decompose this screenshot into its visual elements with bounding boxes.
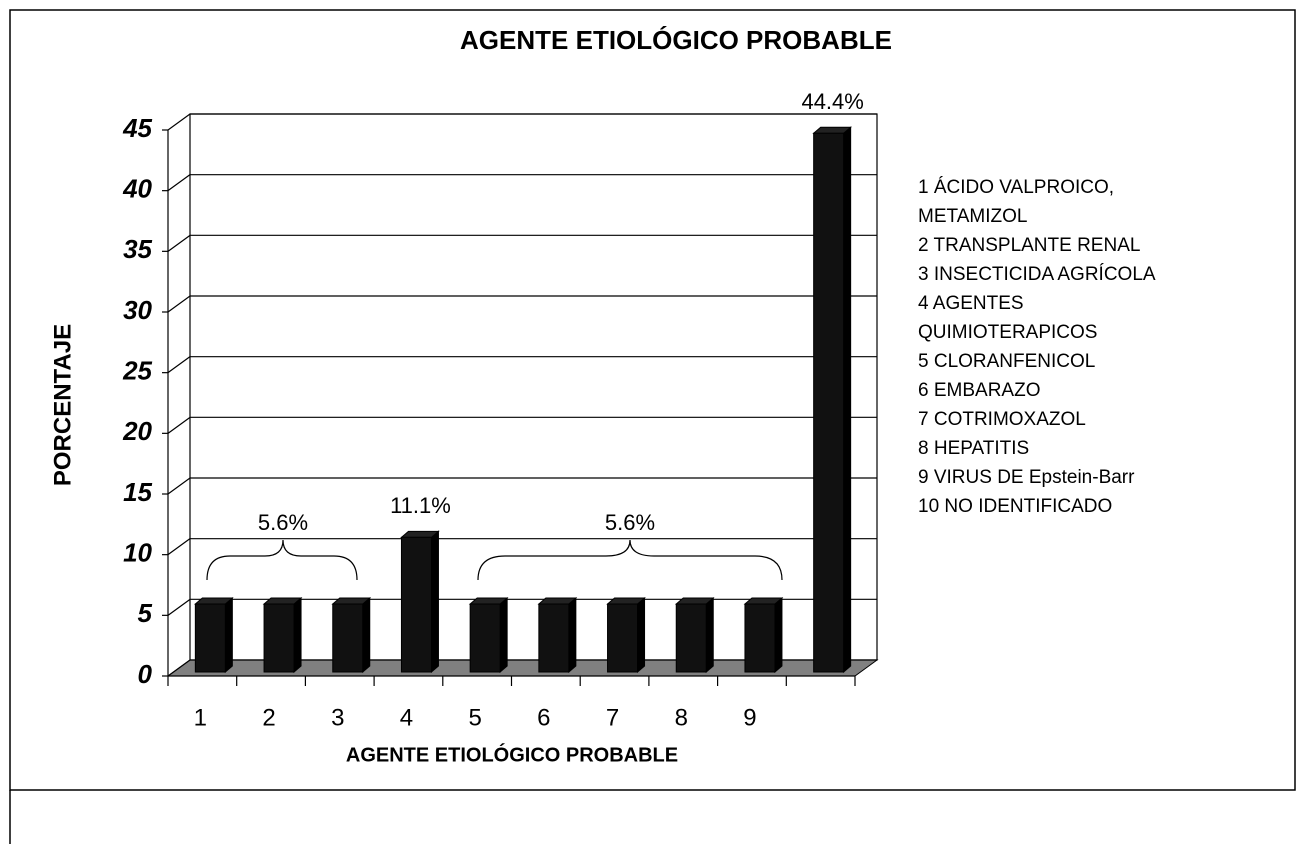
- y-tick-label: 15: [123, 477, 152, 507]
- grid-line: [167, 295, 191, 313]
- y-tick-label: 40: [122, 174, 152, 204]
- y-tick-label: 45: [122, 113, 152, 143]
- legend-entry: 8 HEPATITIS: [918, 438, 1029, 459]
- chart-title: AGENTE ETIOLÓGICO PROBABLE: [460, 25, 892, 55]
- bar-face: [262, 597, 303, 605]
- value-label: 11.1%: [390, 493, 451, 518]
- bar-face: [705, 596, 714, 674]
- legend-entry: 2 TRANSPLANTE RENAL: [918, 235, 1140, 256]
- bar-face: [194, 603, 226, 673]
- y-tick-label: 5: [138, 598, 153, 628]
- bar-face: [637, 596, 646, 674]
- bar-face: [430, 530, 439, 674]
- x-tick-label: 5: [468, 704, 481, 731]
- y-axis-label: PORCENTAJE: [49, 324, 76, 486]
- bar-face: [400, 536, 432, 673]
- legend-entry: 7 COTRIMOXAZOL: [918, 409, 1086, 430]
- x-tick-label: 3: [331, 704, 344, 731]
- bar: [193, 596, 234, 674]
- grid-line: [167, 659, 191, 677]
- bar-face: [263, 603, 295, 673]
- bar-face: [568, 596, 577, 674]
- x-tick-label: 2: [262, 704, 275, 731]
- bar-face: [468, 597, 509, 605]
- x-tick-label: 9: [743, 704, 756, 731]
- bar: [331, 596, 372, 674]
- bar-face: [469, 603, 501, 673]
- x-tick-label: 1: [194, 704, 207, 731]
- bar-face: [331, 597, 372, 605]
- bar-face: [193, 597, 234, 605]
- y-tick-label: 25: [122, 356, 152, 386]
- y-tick-label: 20: [122, 416, 152, 446]
- y-tick-label: 10: [123, 538, 152, 568]
- bar-face: [362, 596, 371, 674]
- bar: [674, 596, 715, 674]
- legend-entry: 9 VIRUS DE Epstein-Barr: [918, 467, 1135, 488]
- bar: [812, 126, 853, 674]
- bar: [606, 596, 646, 674]
- bar-face: [224, 596, 233, 674]
- bar-face: [774, 596, 783, 674]
- legend-entry: 6 EMBARAZO: [918, 380, 1040, 401]
- x-axis-label: AGENTE ETIOLÓGICO PROBABLE: [346, 742, 678, 766]
- bar-face: [743, 597, 784, 605]
- value-label: 44.4%: [801, 89, 863, 114]
- brace: [206, 539, 358, 581]
- legend-entry: QUIMIOTERAPICOS: [918, 322, 1097, 343]
- bar: [743, 596, 784, 674]
- annotation: 5.6%: [605, 510, 655, 535]
- x-tick-label: 4: [400, 704, 413, 731]
- bar-face: [400, 530, 440, 538]
- x-tick-label: 6: [537, 704, 550, 731]
- x-tick-label: 7: [606, 704, 619, 731]
- bar-face: [538, 603, 570, 673]
- legend-entry: METAMIZOL: [918, 206, 1027, 227]
- y-tick-label: 0: [138, 659, 153, 689]
- grid-line: [167, 598, 191, 616]
- bar-face: [293, 596, 302, 674]
- legend-entry: 5 CLORANFENICOL: [918, 351, 1095, 372]
- bar: [262, 596, 303, 674]
- y-tick-label: 35: [123, 234, 152, 264]
- grid-line: [167, 416, 191, 434]
- bar-face: [606, 597, 646, 605]
- grid-line: [167, 113, 191, 131]
- grid-line: [167, 234, 191, 252]
- bar-face: [813, 132, 845, 673]
- bar-face: [675, 603, 707, 673]
- bar-face: [537, 597, 578, 605]
- brace: [477, 539, 783, 581]
- frame: [9, 9, 1296, 791]
- grid-line: [167, 538, 191, 556]
- grid-line: [167, 174, 191, 192]
- bar-face: [812, 126, 853, 134]
- annotation: 5.6%: [258, 510, 308, 535]
- bar-face: [674, 597, 715, 605]
- bar-face: [744, 603, 776, 673]
- bar: [468, 596, 509, 674]
- bar-face: [607, 603, 639, 673]
- legend-entry: 1 ÁCIDO VALPROICO,: [918, 177, 1114, 198]
- back-wall: [189, 113, 878, 661]
- y-tick-label: 30: [123, 295, 152, 325]
- bar: [400, 530, 440, 674]
- bar-face: [843, 126, 852, 674]
- bar-face: [499, 596, 508, 674]
- grid-line: [167, 356, 191, 374]
- grid-line: [167, 477, 191, 495]
- bar: [537, 596, 578, 674]
- x-tick-label: 8: [675, 704, 688, 731]
- legend-entry: 3 INSECTICIDA AGRÍCOLA: [918, 264, 1156, 285]
- bar-face: [332, 603, 364, 673]
- legend-entry: 4 AGENTES: [918, 293, 1024, 314]
- legend-entry: 10 NO IDENTIFICADO: [918, 496, 1112, 517]
